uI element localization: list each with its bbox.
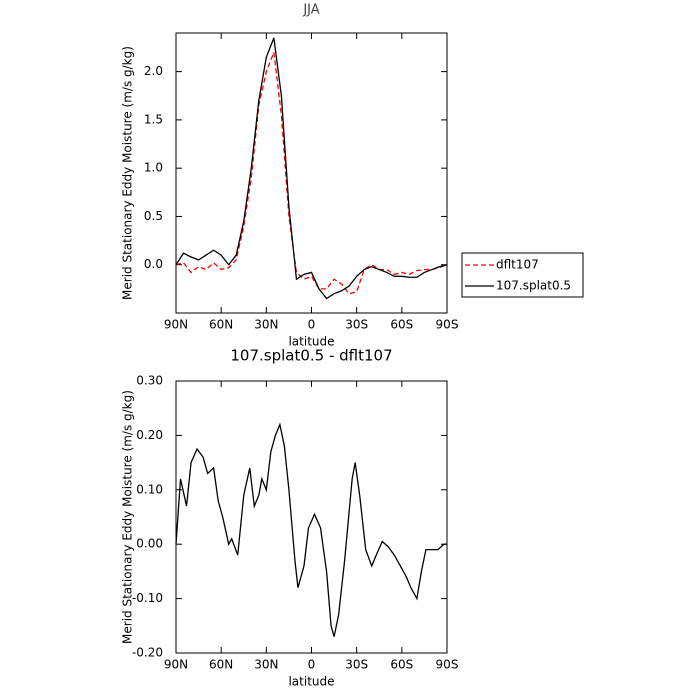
x-tick-label: 90N: [164, 658, 188, 672]
x-axis-label: latitude: [288, 335, 334, 349]
y-tick-label: 1.5: [144, 112, 163, 126]
x-tick-label: 60S: [390, 318, 413, 332]
y-tick-label: -0.20: [132, 646, 163, 660]
legend-frame: [461, 252, 584, 298]
data-line: [175, 52, 448, 295]
y-axis-label: Merid Stationary Eddy Moisture (m/s g/kg…: [121, 390, 135, 644]
y-tick-label: 1.0: [144, 161, 163, 175]
x-tick-label: 60S: [390, 658, 413, 672]
data-line: [175, 37, 448, 300]
x-tick-label: 90S: [436, 318, 459, 332]
x-tick-label: 30S: [345, 318, 368, 332]
y-tick-label: 2.0: [144, 64, 163, 78]
y-axis-label: Merid Stationary Eddy Moisture (m/s g/kg…: [121, 46, 135, 300]
x-tick-label: 90S: [436, 658, 459, 672]
data-line: [175, 422, 447, 637]
y-tick-label: 0.20: [136, 428, 163, 442]
y-tick-label: 0.5: [144, 209, 163, 223]
x-tick-label: 60N: [209, 658, 233, 672]
y-tick-label: 0.00: [136, 537, 163, 551]
x-tick-label: 0: [308, 658, 316, 672]
legend-label: 107.splat0.5: [496, 279, 571, 293]
x-tick-label: 30N: [254, 658, 278, 672]
legend-label: dflt107: [496, 258, 539, 272]
plot-frame: [175, 32, 448, 314]
y-tick-label: 0.10: [136, 482, 163, 496]
x-tick-label: 90N: [164, 318, 188, 332]
chart-title: JJA: [302, 3, 319, 18]
chart-title: 107.splat0.5 - dflt107: [230, 347, 392, 365]
x-tick-label: 30S: [345, 658, 368, 672]
y-tick-label: -0.10: [132, 591, 163, 605]
y-tick-label: 0.30: [136, 374, 163, 388]
x-axis-label: latitude: [288, 675, 334, 689]
x-tick-label: 30N: [254, 318, 278, 332]
plot-frame: [175, 380, 448, 654]
y-tick-label: 0.0: [144, 257, 163, 271]
x-tick-label: 0: [308, 318, 316, 332]
legend: dflt107 107.splat0.5: [461, 252, 584, 298]
x-tick-label: 60N: [209, 318, 233, 332]
